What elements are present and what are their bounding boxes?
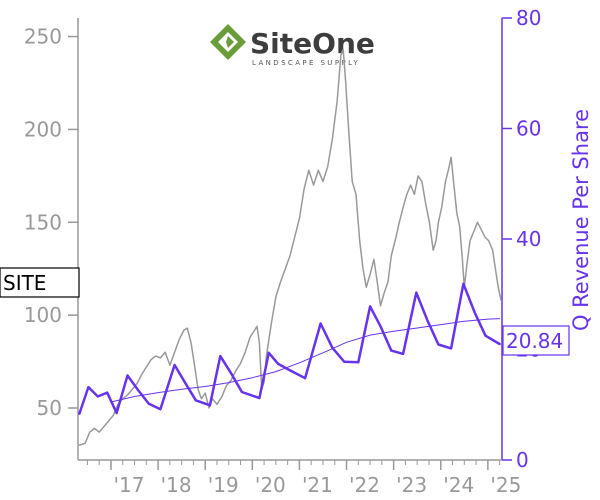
right-axis-label: Q Revenue Per Share (569, 109, 593, 331)
bottom-tick-label: '25 (490, 473, 521, 497)
bottom-tick-label: '18 (161, 473, 192, 497)
bottom-tick-label: '23 (396, 473, 427, 497)
right-tick-label: 80 (516, 6, 541, 30)
right-tick-label: 0 (516, 448, 529, 472)
revenue-trend-line (110, 318, 501, 403)
bottom-tick-label: '19 (208, 473, 239, 497)
left-tick-label: 250 (24, 25, 62, 49)
bottom-tick-label: '17 (114, 473, 145, 497)
left-tick-label: 100 (24, 303, 62, 327)
last-value-label: 20.84 (506, 329, 563, 353)
logo-tagline: LANDSCAPE SUPPLY (252, 59, 360, 67)
leaf-icon (210, 24, 246, 60)
bottom-tick-label: '21 (302, 473, 333, 497)
ticker-badge: SITE (0, 267, 80, 298)
ticker-label: SITE (3, 271, 46, 295)
bottom-tick-label: '24 (443, 473, 474, 497)
logo-name: SiteOne (250, 27, 375, 60)
stock-price-line (78, 48, 502, 446)
right-tick-label: 60 (516, 117, 541, 141)
right-axis-ticks: 020406080 (502, 6, 541, 472)
series-layer (78, 48, 502, 446)
left-axis-ticks: 50 100 150 200 250 (24, 25, 78, 420)
brand-logo: SiteOne LANDSCAPE SUPPLY (210, 24, 375, 67)
last-value-badge: 20.84 (502, 325, 570, 356)
bottom-tick-label: '22 (349, 473, 380, 497)
quarterly-revenue-line (78, 282, 501, 415)
left-tick-label: 150 (24, 210, 62, 234)
bottom-tick-label: '20 (255, 473, 286, 497)
left-tick-label: 200 (24, 117, 62, 141)
right-tick-label: 40 (516, 227, 541, 251)
bottom-axis-ticks: '17 '18 '19 '20 '21 '22 '23 '24 '25 (86, 460, 521, 497)
left-tick-label: 50 (37, 396, 62, 420)
